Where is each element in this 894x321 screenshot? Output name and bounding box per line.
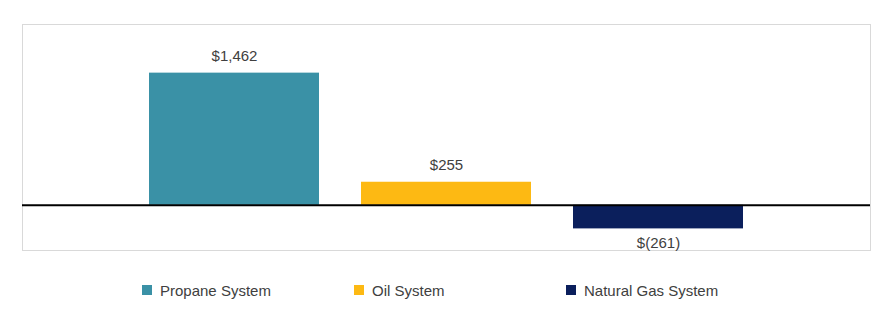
html-text:Natural Gas System: Natural Gas System [584, 281, 719, 299]
html-text:Propane System: Propane System [160, 281, 271, 299]
html-text:Oil System: Oil System [372, 281, 445, 299]
svg-text:$255: $255 [430, 156, 463, 173]
svg-text:$(261): $(261) [637, 234, 680, 251]
svg-text:$1,462: $1,462 [212, 47, 258, 64]
